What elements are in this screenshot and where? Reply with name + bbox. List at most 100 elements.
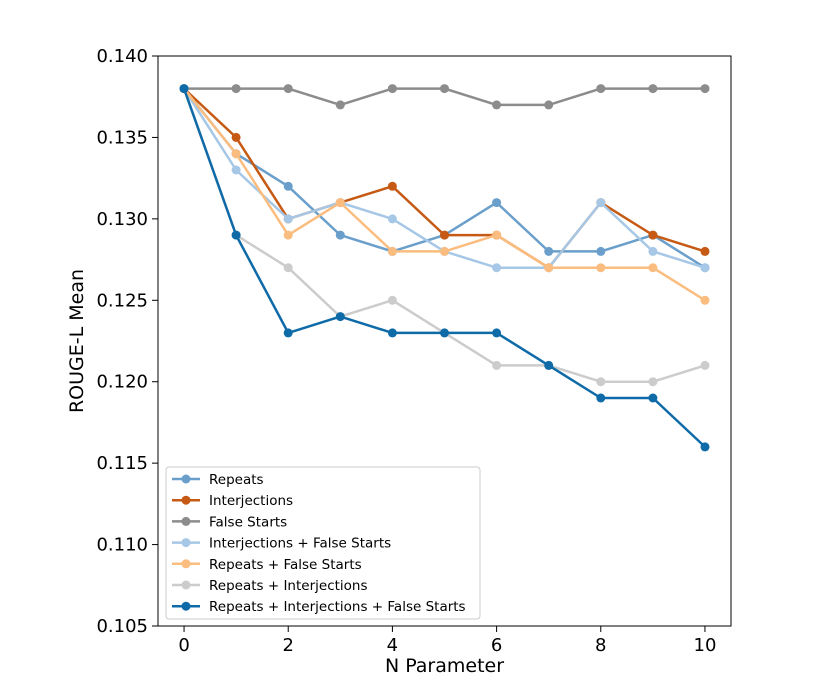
data-point	[492, 100, 502, 110]
data-point	[648, 393, 658, 403]
data-point	[492, 230, 502, 240]
y-tick-label: 0.135	[96, 127, 148, 148]
data-point	[492, 198, 502, 208]
legend-label: Interjections	[209, 493, 293, 509]
data-point	[283, 230, 293, 240]
data-point	[440, 230, 449, 240]
legend-item: Repeats + Interjections	[172, 578, 368, 594]
y-tick-label: 0.115	[96, 453, 148, 474]
data-point	[179, 84, 189, 94]
x-tick-label: 10	[694, 635, 717, 656]
data-point	[700, 442, 710, 452]
legend-swatch-marker	[181, 559, 191, 569]
data-point	[440, 84, 449, 94]
data-point	[648, 263, 658, 273]
data-point	[700, 246, 710, 256]
data-point	[492, 263, 502, 273]
data-point	[648, 230, 658, 240]
legend-label: Repeats + Interjections	[209, 578, 368, 594]
x-axis-label: N Parameter	[385, 655, 504, 677]
legend-label: Repeats + False Starts	[209, 557, 362, 573]
data-point	[283, 263, 293, 273]
data-point	[492, 360, 502, 370]
data-point	[544, 263, 554, 273]
y-axis-label: ROUGE-L Mean	[66, 269, 88, 413]
data-point	[335, 230, 345, 240]
y-tick-label: 0.110	[96, 535, 148, 556]
series-2	[179, 84, 710, 110]
data-point	[648, 84, 658, 94]
legend-swatch-marker	[181, 474, 191, 484]
legend-box	[165, 466, 481, 620]
data-point	[700, 263, 710, 273]
legend-item: Repeats + Interjections + False Starts	[172, 599, 466, 615]
data-point	[231, 132, 241, 142]
legend-label: False Starts	[209, 514, 287, 530]
x-tick-label: 0	[178, 635, 189, 656]
y-tick-label: 0.140	[96, 46, 148, 67]
legend-label: Repeats + Interjections + False Starts	[209, 599, 466, 615]
data-point	[440, 246, 449, 256]
legend-swatch-marker	[181, 538, 191, 548]
data-point	[283, 181, 293, 191]
legend-item: Interjections	[172, 493, 293, 509]
legend-swatch-marker	[181, 580, 191, 590]
data-point	[283, 328, 293, 338]
y-tick-label: 0.125	[96, 290, 148, 311]
legend-swatch-marker	[181, 516, 191, 526]
data-point	[231, 149, 241, 159]
legend-item: False Starts	[172, 514, 287, 530]
data-point	[231, 230, 241, 240]
plot-frame	[157, 55, 732, 627]
data-point	[335, 100, 345, 110]
data-point	[387, 328, 397, 338]
legend-swatch-marker	[181, 495, 191, 505]
data-point	[335, 312, 345, 322]
data-point	[596, 84, 606, 94]
data-point	[596, 198, 606, 208]
y-tick-label: 0.105	[96, 616, 148, 637]
legend-item: Repeats	[172, 472, 264, 488]
data-point	[387, 181, 397, 191]
data-point	[596, 246, 606, 256]
ticks-layer: 0 2 4 6 8 10 0.105 0.110 0.115 0.120 0.125 0.130 0.1…	[96, 46, 716, 656]
data-point	[700, 84, 710, 94]
legend-item: Repeats + False Starts	[172, 557, 362, 573]
legend-label: Repeats	[209, 472, 264, 488]
data-point	[335, 198, 345, 208]
data-point	[544, 360, 554, 370]
data-point	[283, 84, 293, 94]
series-6	[179, 84, 710, 452]
y-tick-label: 0.120	[96, 372, 148, 393]
data-point	[700, 360, 710, 370]
data-point	[596, 377, 606, 387]
data-point	[544, 246, 554, 256]
data-point	[648, 246, 658, 256]
data-point	[596, 393, 606, 403]
y-tick-label: 0.130	[96, 209, 148, 230]
legend-label: Interjections + False Starts	[209, 536, 391, 552]
data-point	[648, 377, 658, 387]
data-point	[387, 84, 397, 94]
x-tick-label: 6	[491, 635, 502, 656]
data-point	[492, 328, 502, 338]
data-point	[387, 246, 397, 256]
legend-item: Interjections + False Starts	[172, 536, 391, 552]
data-point	[440, 328, 449, 338]
data-point	[283, 214, 293, 224]
x-tick-label: 8	[595, 635, 606, 656]
x-tick-label: 4	[387, 635, 398, 656]
data-point	[700, 295, 710, 305]
legend-swatch-marker	[181, 601, 191, 611]
data-point	[387, 295, 397, 305]
data-point	[231, 84, 241, 94]
data-point	[387, 214, 397, 224]
data-point	[544, 100, 554, 110]
series-layer	[179, 84, 710, 452]
data-point	[231, 165, 241, 175]
legend: Repeats Interjections False Starts Interjec…	[165, 466, 481, 620]
data-point	[596, 263, 606, 273]
x-tick-label: 2	[283, 635, 294, 656]
series-4	[179, 84, 710, 305]
